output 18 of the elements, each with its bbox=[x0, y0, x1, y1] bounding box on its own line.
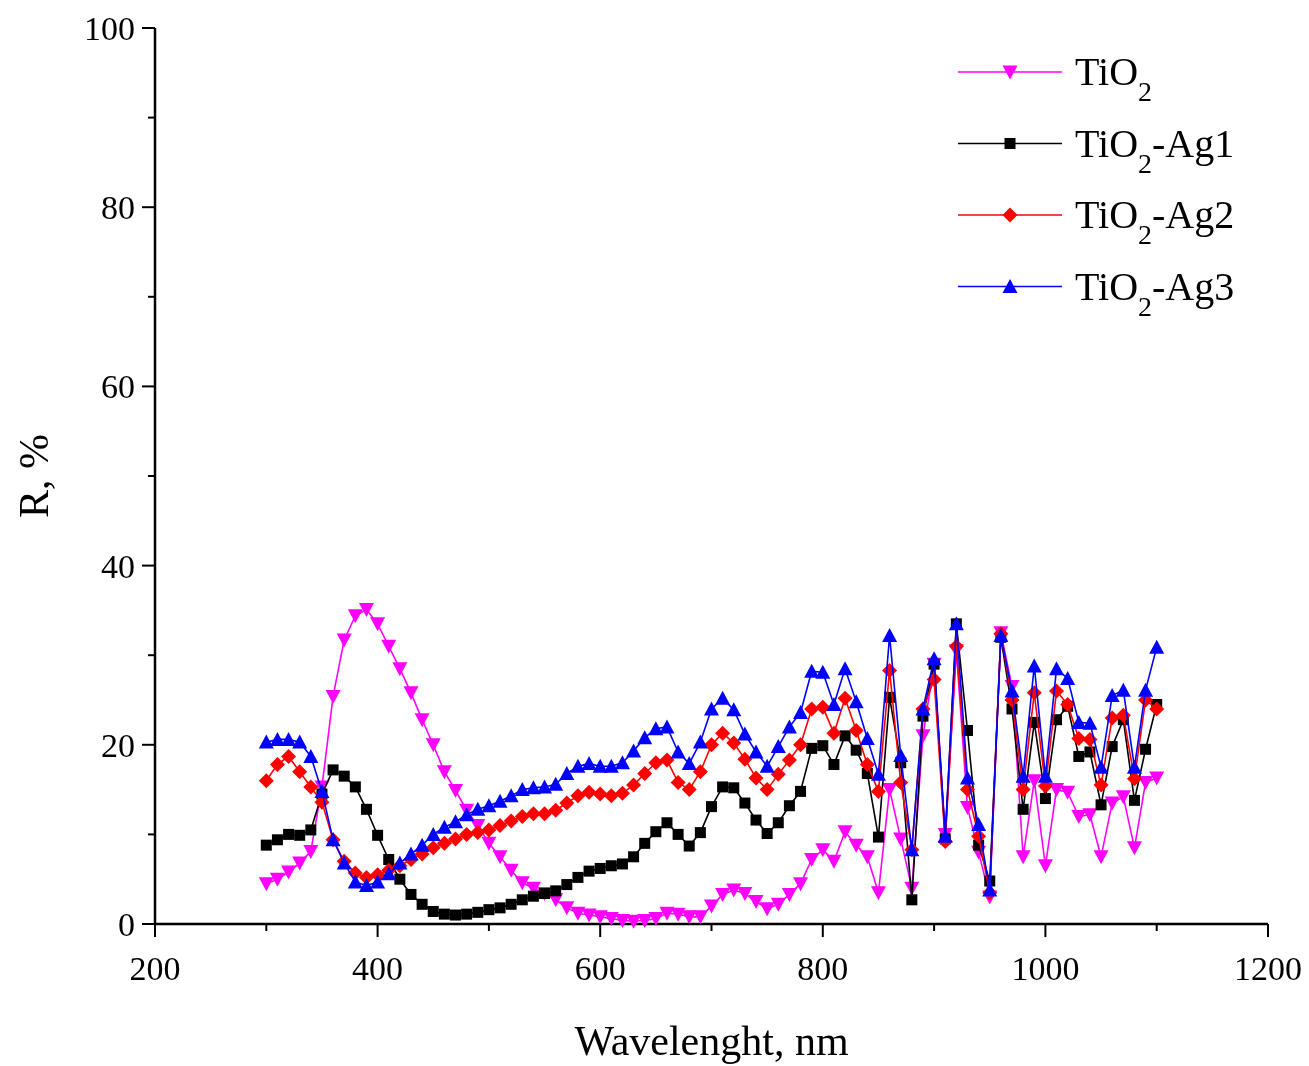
y-tick-label: 40 bbox=[101, 547, 135, 585]
x-tick-label: 1200 bbox=[1234, 950, 1302, 987]
y-tick-label: 60 bbox=[101, 368, 135, 406]
y-tick-label: 100 bbox=[84, 10, 135, 47]
x-axis-title: Wavelenght, nm bbox=[574, 1018, 849, 1064]
y-tick-label: 20 bbox=[101, 726, 135, 764]
x-tick-label: 600 bbox=[574, 950, 626, 987]
legend-label: TiO$_{2}$-Ag2 bbox=[1075, 192, 1235, 250]
legend-label: TiO$_{2}$-Ag1 bbox=[1075, 120, 1235, 178]
x-tick-label: 1000 bbox=[1011, 950, 1080, 987]
x-tick-label: 200 bbox=[129, 950, 181, 987]
y-tick-label: 0 bbox=[118, 906, 135, 943]
legend-label: TiO$_{2}$ bbox=[1075, 49, 1153, 107]
y-tick-label: 80 bbox=[101, 189, 135, 227]
x-tick-label: 400 bbox=[352, 950, 404, 987]
y-axis-title: R, % bbox=[11, 434, 57, 518]
x-tick-label: 800 bbox=[797, 950, 849, 987]
legend-label: TiO$_{2}$-Ag3 bbox=[1075, 263, 1235, 321]
